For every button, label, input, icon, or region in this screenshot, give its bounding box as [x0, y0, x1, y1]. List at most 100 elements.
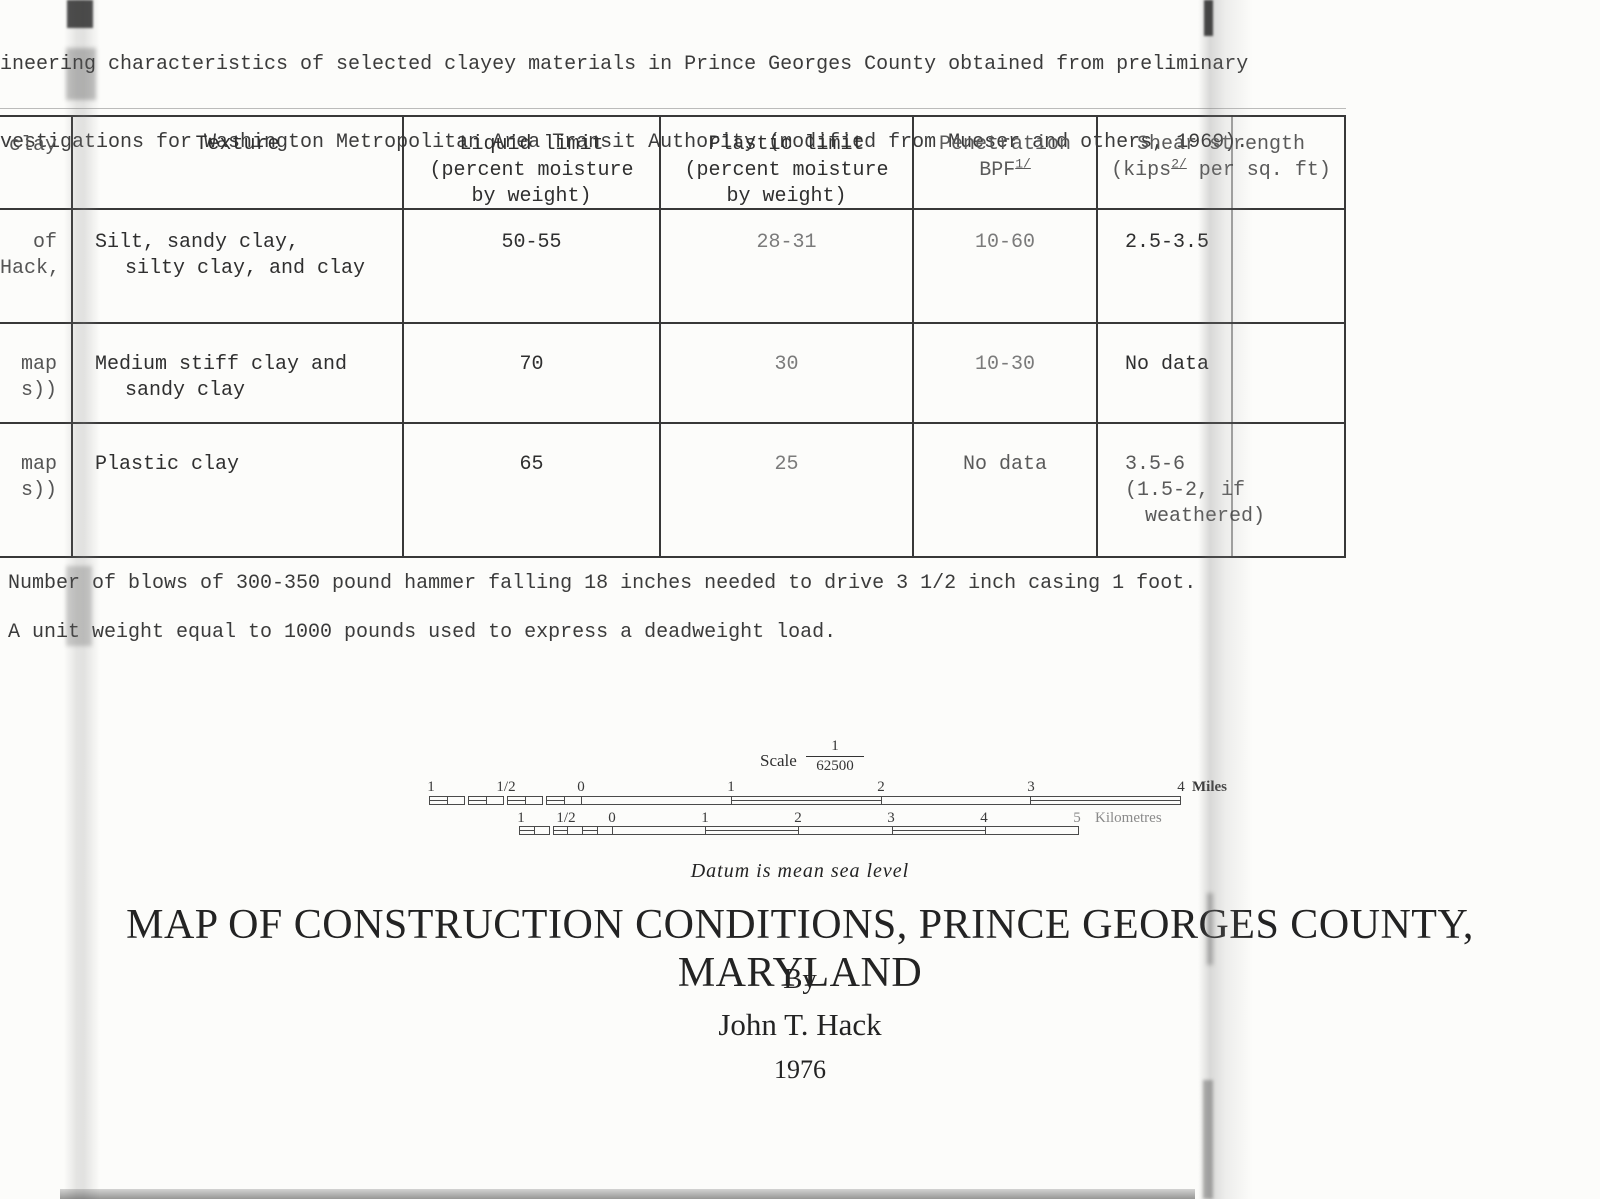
footnote-ref-2: 2/: [1171, 156, 1187, 172]
scale-bar-cell: [429, 796, 448, 805]
scale-bar-cell: [563, 796, 582, 805]
scale-bar-cell: [552, 826, 569, 835]
scale-fraction: 1 62500: [806, 738, 864, 775]
header-plastic-limit: Plastic limit (percent moisture by weigh…: [661, 117, 914, 210]
row1-shear-strength: 2.5-3.5: [1098, 210, 1346, 324]
kilometres-labels: 1 1/2 0 1 2 3 4 5 Kilometres: [0, 810, 1600, 826]
km-segments: [612, 826, 1080, 835]
row1-penetration: 10-60: [914, 210, 1098, 324]
scale-bar-cell: [485, 796, 504, 805]
row3-shear-strength: 3.5-6 (1.5-2, if weathered): [1098, 424, 1346, 558]
row3-frag-line1: map: [20, 453, 57, 476]
row3-left-fragment: map s)): [0, 424, 73, 558]
header-type-of-clay-fragment: clay: [0, 117, 73, 210]
header-plastic-line1: Plastic limit: [708, 133, 865, 156]
map-title: MAP OF CONSTRUCTION CONDITIONS, PRINCE G…: [126, 902, 1474, 996]
miles-unit-label: Miles: [1192, 779, 1227, 795]
km-fractional-section: [519, 826, 613, 835]
footnote-1: Number of blows of 300-350 pound hammer …: [8, 572, 1197, 595]
row1-texture: Silt, sandy clay, silty clay, and clay: [73, 210, 404, 324]
miles-fractional-section: [429, 796, 582, 805]
scale-bar-cell: [582, 826, 599, 835]
km-label-3: 3: [887, 810, 895, 826]
scale-bar-cell: [507, 796, 526, 805]
row2-texture-line2: sandy clay: [125, 379, 246, 402]
footnote-2: A unit weight equal to 1000 pounds used …: [8, 621, 837, 644]
row1-frag-line2: Hack,: [0, 257, 61, 280]
header-plastic-line3: by weight): [726, 185, 847, 208]
row3-texture: Plastic clay: [73, 424, 404, 558]
row3-shear-line3: weathered): [1145, 505, 1266, 528]
row2-penetration: 10-30: [914, 324, 1098, 424]
km-label-4: 4: [980, 810, 988, 826]
row3-shear-line2: (1.5-2, if: [1125, 479, 1246, 502]
caption-line-1: ineering characteristics of selected cla…: [0, 53, 1249, 76]
miles-labels: 1 1/2 0 1 2 3 4 Miles: [0, 779, 1600, 795]
header-liquid-line3: by weight): [471, 185, 592, 208]
row2-left-fragment: map s)): [0, 324, 73, 424]
scale-denominator: 62500: [816, 758, 854, 774]
scale-bar-segment: [730, 796, 881, 805]
byline: By: [783, 963, 817, 995]
row1-texture-line1: Silt, sandy clay,: [95, 231, 300, 254]
header-liquid-line2: (percent moisture: [429, 159, 634, 182]
scan-bottom-shadow: [60, 1189, 1195, 1199]
row3-shear-line1: 3.5-6: [1125, 453, 1186, 476]
row1-texture-line2: silty clay, and clay: [125, 257, 366, 280]
km-label-2: 2: [794, 810, 802, 826]
scale-bar-cell: [567, 826, 584, 835]
scale-bar-segment: [880, 796, 1031, 805]
km-label-1: 1: [701, 810, 709, 826]
scale-bar-cell: [468, 796, 487, 805]
header-shear-strength: Shear strength (kips2/ per sq. ft): [1098, 117, 1346, 210]
header-penetration-abbr: BPF: [979, 159, 1016, 182]
scale-bar-segment: [612, 826, 706, 835]
scale-bar-segment: [705, 826, 799, 835]
header-plastic-line2: (percent moisture: [684, 159, 889, 182]
row1-frag-line1: of: [32, 231, 57, 254]
miles-label-1left: 1: [427, 779, 435, 795]
footnote-ref-1: 1/: [1015, 156, 1031, 172]
scale-bar-segment: [1030, 796, 1181, 805]
scale-bar-cell: [533, 826, 550, 835]
miles-label-0: 0: [577, 779, 585, 795]
header-liquid-line1: Liquid limit: [459, 133, 604, 156]
km-label-half: 1/2: [556, 810, 576, 826]
row3-penetration: No data: [914, 424, 1098, 558]
miles-label-3: 3: [1027, 779, 1035, 795]
km-label-1left: 1: [517, 810, 525, 826]
header-shear-line1: Shear strength: [1136, 133, 1306, 156]
row3-liquid-limit: 65: [404, 424, 661, 558]
row3-frag-line2: s)): [20, 479, 57, 502]
row2-shear-strength: No data: [1098, 324, 1346, 424]
row3-texture-line1: Plastic clay: [95, 453, 240, 476]
scale-bar-cell: [524, 796, 543, 805]
scale-bar-cell: [519, 826, 535, 835]
header-texture: Texture: [73, 117, 404, 210]
header-shear-pre: (kips: [1111, 159, 1172, 182]
scale-numerator: 1: [806, 738, 864, 757]
miles-scale-bar: [429, 796, 1181, 805]
scale-bar-cell: [446, 796, 465, 805]
miles-label-1: 1: [727, 779, 735, 795]
scale-label: Scale: [760, 751, 797, 770]
row2-liquid-limit: 70: [404, 324, 661, 424]
km-unit-label: Kilometres: [1095, 810, 1162, 826]
row2-texture: Medium stiff clay and sandy clay: [73, 324, 404, 424]
scale-bar-segment: [891, 826, 985, 835]
header-shear-post: per sq. ft): [1186, 159, 1331, 182]
header-penetration-line1: Penetration: [938, 133, 1072, 156]
row1-liquid-limit: 50-55: [404, 210, 661, 324]
header-penetration: Penetration BPF1/: [914, 117, 1098, 210]
header-liquid-limit: Liquid limit (percent moisture by weight…: [404, 117, 661, 210]
row2-frag-line2: s)): [20, 379, 57, 402]
km-label-5: 5: [1073, 810, 1081, 826]
row2-texture-line1: Medium stiff clay and: [95, 353, 348, 376]
kilometres-scale-bar: [519, 826, 1080, 835]
row1-left-fragment: of Hack,: [0, 210, 73, 324]
scale-bar-segment: [984, 826, 1080, 835]
row2-frag-line1: map: [20, 353, 57, 376]
scan-fold-right-dark-bottom: [1203, 1080, 1213, 1199]
datum-note: Datum is mean sea level: [690, 860, 910, 882]
